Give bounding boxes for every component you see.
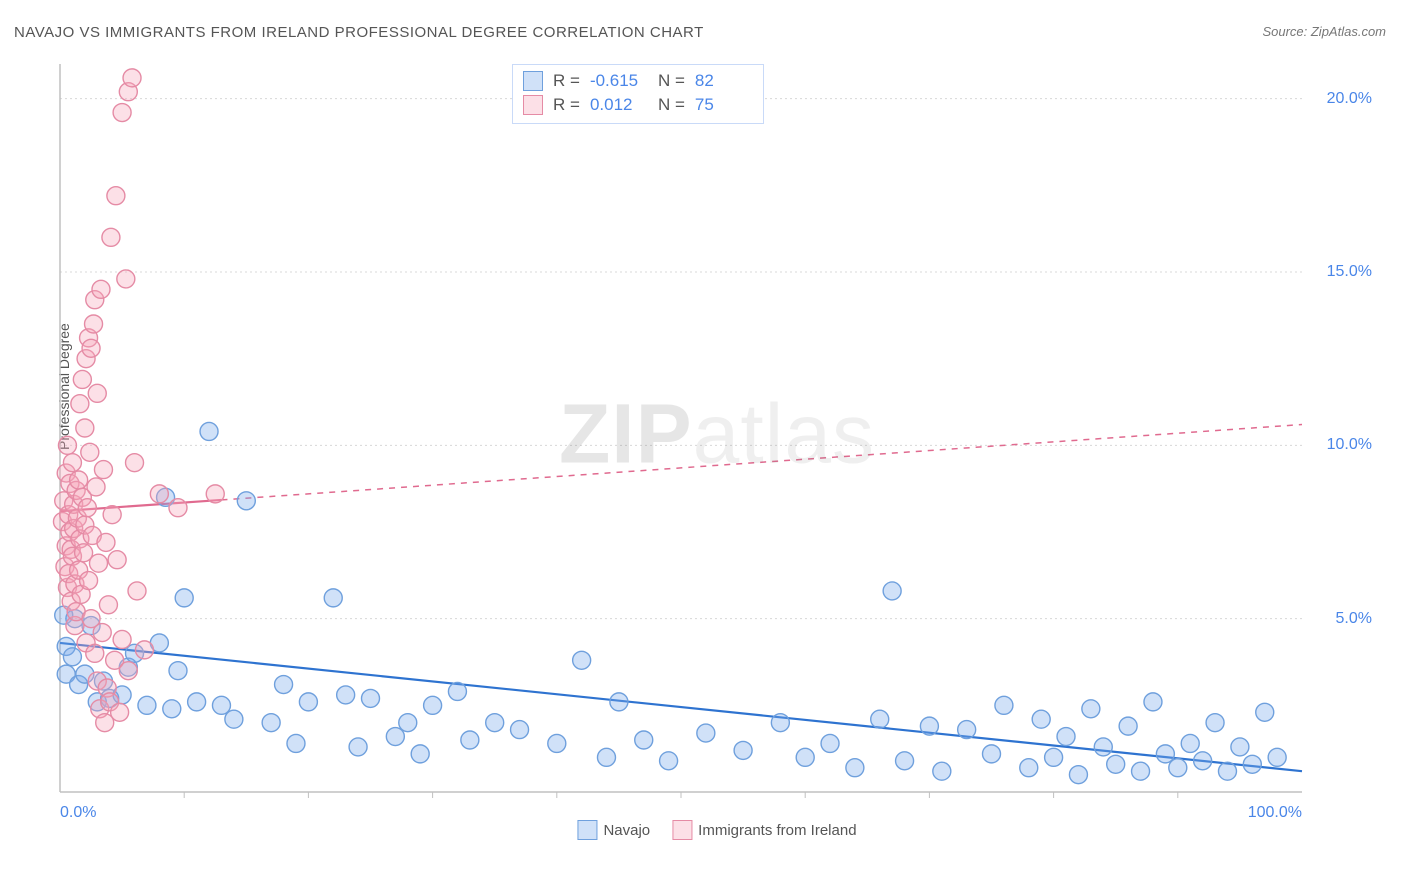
legend-item: Immigrants from Ireland	[672, 820, 856, 840]
r-value: 0.012	[590, 93, 648, 117]
x-tick-label: 100.0%	[1248, 804, 1302, 822]
legend-swatch	[672, 820, 692, 840]
r-value: -0.615	[590, 69, 648, 93]
n-value: 82	[695, 69, 753, 93]
n-value: 75	[695, 93, 753, 117]
y-tick-label: 10.0%	[1327, 436, 1372, 454]
legend: Navajo Immigrants from Ireland	[577, 820, 856, 840]
legend-item: Navajo	[577, 820, 650, 840]
stat-row: R =0.012N =75	[523, 93, 753, 117]
legend-label: Navajo	[603, 822, 650, 839]
stat-row: R =-0.615N =82	[523, 69, 753, 93]
chart-title: NAVAJO VS IMMIGRANTS FROM IRELAND PROFES…	[14, 24, 704, 41]
legend-label: Immigrants from Ireland	[698, 822, 856, 839]
series-swatch	[523, 95, 543, 115]
x-tick-label: 0.0%	[60, 804, 96, 822]
scatter-chart	[52, 60, 1382, 840]
correlation-stat-box: R =-0.615N =82R =0.012N =75	[512, 64, 764, 124]
y-tick-label: 15.0%	[1327, 263, 1372, 281]
y-tick-label: 20.0%	[1327, 90, 1372, 108]
legend-swatch	[577, 820, 597, 840]
y-tick-label: 5.0%	[1336, 610, 1372, 628]
series-swatch	[523, 71, 543, 91]
plot-area: Professional Degree ZIPatlas R =-0.615N …	[52, 60, 1382, 840]
source-label: Source: ZipAtlas.com	[1262, 24, 1386, 39]
